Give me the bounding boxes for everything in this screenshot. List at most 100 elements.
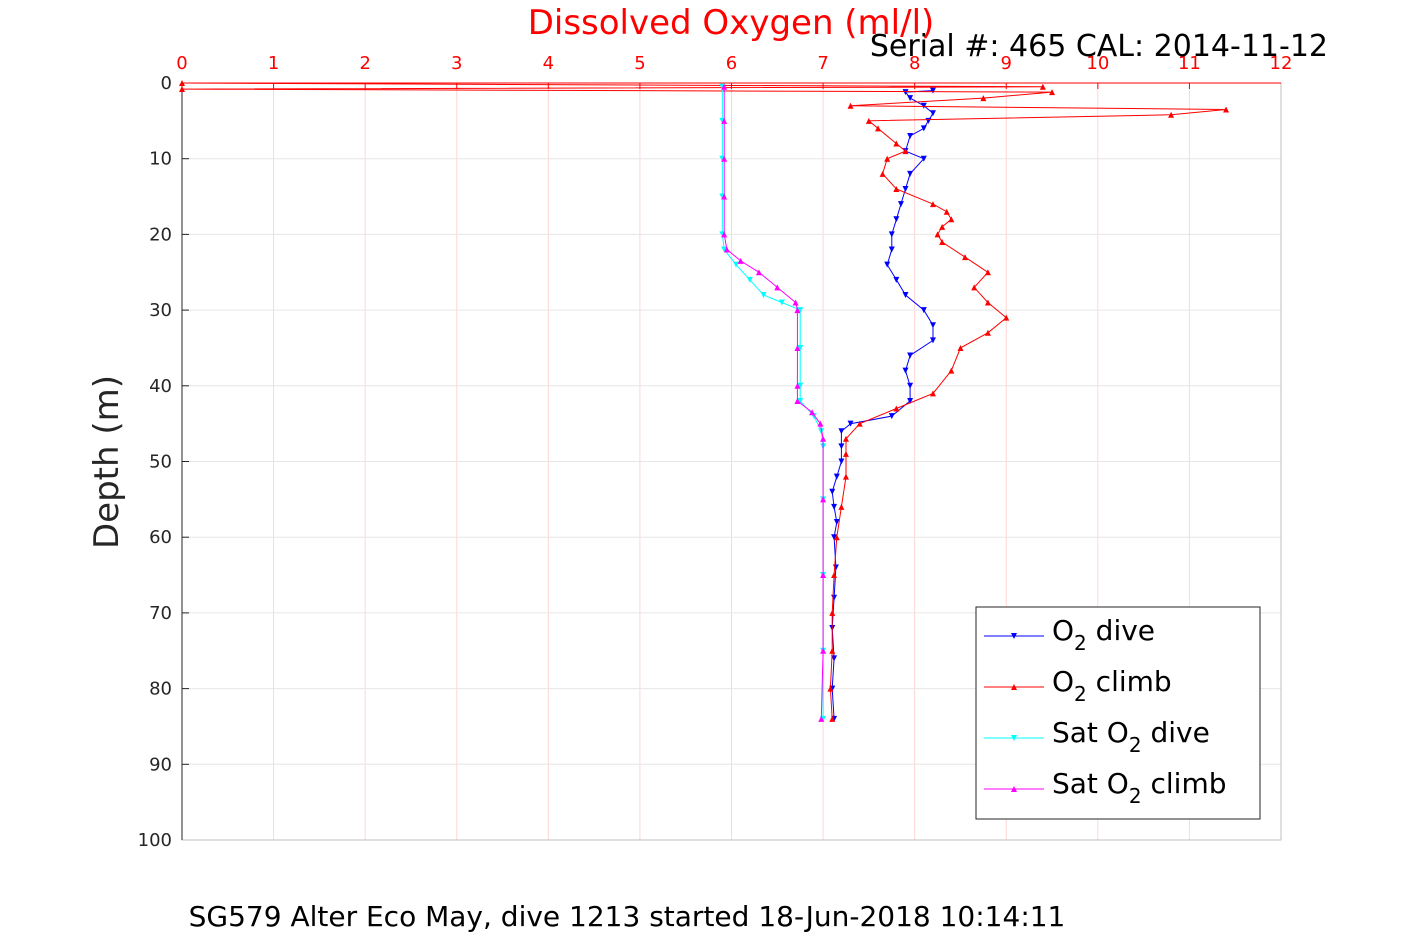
y-tick-label: 80 [149,679,172,700]
legend-item-o2-dive: O2 dive [984,614,1155,655]
y-tick-label: 60 [149,527,172,548]
data-point-o2-climb [893,140,900,147]
data-point-o2-climb [179,80,185,86]
data-point-o2-climb [929,201,936,208]
data-point-sat-o2-dive [778,299,785,306]
data-point-sat-o2-climb [794,397,801,404]
legend-label-main: Sat O [1052,767,1129,800]
data-point-o2-dive [920,125,927,132]
data-point-o2-dive [902,185,909,192]
legend-swatch-marker [1011,735,1017,741]
data-point-o2-climb [1223,106,1230,113]
legend-label-main: O [1052,614,1074,647]
data-point-sat-o2-climb [721,155,728,162]
x-tick-label: 1 [268,53,279,74]
legend-swatch-marker [1011,633,1017,639]
series-o2-dive [829,87,936,722]
serial-calibration-label: Serial #: 465 CAL: 2014-11-12 [870,29,1328,64]
legend-label-subscript: 2 [1129,784,1142,808]
data-point-sat-o2-climb [820,435,827,442]
legend-box [975,606,1261,820]
data-point-o2-climb [831,572,838,579]
legend-label-subscript: 2 [1129,733,1142,757]
data-point-sat-o2-climb [809,409,816,416]
data-point-o2-climb [827,685,834,692]
data-point-o2-climb [984,269,991,276]
legend-label-rest: climb [1087,665,1172,698]
data-point-o2-climb [939,223,946,230]
data-point-o2-dive [893,276,900,283]
data-point-o2-dive [920,155,927,162]
data-point-o2-climb [893,185,900,192]
y-tick-label: 90 [149,754,172,775]
legend-label-main: Sat O [1052,716,1129,749]
data-point-o2-dive [907,397,914,404]
data-point-sat-o2-climb [794,344,801,351]
data-point-o2-dive [920,102,927,109]
legend-item-o2-climb: O2 climb [984,665,1172,706]
data-point-o2-climb [829,715,836,722]
data-point-sat-o2-climb [721,193,728,200]
data-point-o2-dive [888,231,895,238]
data-point-o2-dive [897,201,904,208]
legend-label-main: O [1052,665,1074,698]
data-point-sat-o2-climb [721,83,728,90]
dive-footer-label: SG579 Alter Eco May, dive 1213 started 1… [189,900,1066,933]
data-point-o2-dive [929,110,936,117]
data-point-sat-o2-climb [820,647,827,654]
data-point-o2-climb [980,95,987,102]
x-tick-labels: 0 1 2 3 4 5 6 7 8 9 10 11 12 [176,53,1292,74]
data-series [179,80,1230,722]
data-point-o2-dive [902,367,909,374]
data-point-o2-climb [842,473,849,480]
data-point-sat-o2-dive [721,246,728,253]
x-tick-label: 3 [451,53,462,74]
data-point-o2-climb [971,284,978,291]
data-point-o2-dive [831,534,838,541]
data-point-sat-o2-dive [797,397,804,404]
data-point-o2-climb [179,86,185,93]
data-point-o2-climb [856,420,863,427]
data-point-o2-dive [929,337,936,344]
legend-label: O2 climb [1052,665,1172,706]
legend-item-sat-o2-dive: Sat O2 dive [984,716,1210,757]
data-point-sat-o2-dive [797,307,804,314]
data-point-o2-climb [833,534,840,541]
series-line-o2-climb [181,82,1227,719]
data-point-sat-o2-climb [737,257,744,264]
data-point-o2-climb [1039,83,1046,90]
data-point-o2-climb [875,125,882,132]
y-tick-label: 0 [161,73,172,94]
data-point-o2-climb [948,367,955,374]
data-point-o2-dive [829,488,836,495]
data-point-o2-dive [929,322,936,329]
data-point-o2-climb [829,609,836,616]
data-point-o2-climb [829,647,836,654]
data-point-o2-climb [1168,111,1175,118]
x-tick-label: 12 [1270,53,1293,74]
data-point-sat-o2-dive [760,291,767,298]
y-tick-label: 30 [149,300,172,321]
data-point-o2-climb [842,435,849,442]
legend-label: Sat O2 dive [1052,716,1210,757]
x-tick-label: 2 [359,53,370,74]
data-point-o2-dive [884,261,891,268]
data-point-o2-dive [833,519,840,526]
x-tick-label: 8 [909,53,920,74]
data-point-o2-climb [962,254,969,261]
series-line-o2-dive [831,90,934,719]
data-point-o2-dive [907,170,914,177]
data-point-o2-climb [948,216,955,223]
data-point-o2-dive [920,307,927,314]
data-point-sat-o2-climb [721,231,728,238]
data-point-o2-climb [957,344,964,351]
data-point-sat-o2-dive [733,261,740,268]
data-point-o2-dive [888,413,895,420]
y-tick-label: 70 [149,603,172,624]
data-point-o2-climb [884,155,891,162]
data-point-o2-dive [893,216,900,223]
x-tick-label: 10 [1086,53,1109,74]
legend-label: Sat O2 climb [1052,767,1227,808]
data-point-o2-climb [984,329,991,336]
